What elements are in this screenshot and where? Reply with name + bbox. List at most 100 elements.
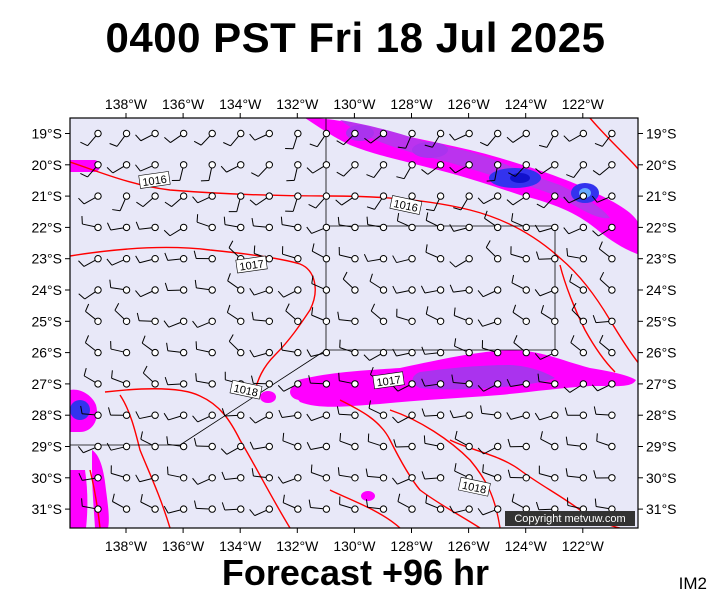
wind-barb [280, 216, 302, 232]
wind-barb [193, 438, 216, 451]
isobar-label: 1017 [372, 371, 405, 389]
lat-label-left: 31°S [31, 501, 62, 517]
lon-label-bottom: 126°W [448, 538, 491, 554]
latitude-labels-left: 19°S 20°S 21°S 22°S 23°S 24°S 25°S 26°S 27°S 28°S… [31, 126, 62, 518]
lon-label-top: 130°W [333, 96, 376, 112]
lon-label-bottom: 132°W [276, 538, 319, 554]
wind-barb [306, 223, 331, 234]
wind-barb [563, 380, 588, 393]
wind-barb [311, 307, 331, 325]
wind-barb [421, 378, 445, 388]
lon-label-bottom: 138°W [105, 538, 148, 554]
wind-barb [425, 306, 445, 325]
wind-barb [392, 285, 416, 294]
wind-barb [163, 223, 188, 237]
wind-barb [282, 246, 302, 263]
wind-barb [512, 304, 530, 325]
wind-barb [308, 499, 331, 513]
wind-barb [249, 192, 273, 206]
lat-label-left: 26°S [31, 345, 62, 361]
wind-barb [227, 273, 245, 294]
wind-barb [534, 411, 559, 421]
wind-barb [136, 192, 159, 208]
wind-barb [308, 192, 331, 209]
wind-barb [423, 435, 445, 451]
wind-barb [507, 438, 530, 451]
wind-barb [112, 192, 131, 212]
wind-barb [563, 192, 588, 204]
wind-barb [599, 334, 616, 357]
wind-barb [538, 465, 559, 482]
wind-barb [598, 241, 616, 263]
wind-barb [365, 499, 388, 513]
lat-label-left: 27°S [31, 376, 62, 392]
wind-barb [164, 252, 188, 263]
wind-barb [77, 442, 102, 454]
lon-label-top: 138°W [105, 96, 148, 112]
wind-barb [539, 129, 559, 148]
wind-barb [392, 255, 416, 264]
wind-barb [477, 317, 502, 327]
wind-barb [310, 464, 331, 482]
wind-barbs [77, 129, 616, 517]
wind-barb [306, 411, 331, 422]
lon-label-bottom: 128°W [390, 538, 433, 554]
wind-barb [571, 302, 588, 325]
wind-barb [540, 305, 559, 325]
wind-barb [195, 341, 216, 357]
wind-barb [451, 374, 473, 388]
wind-barb [114, 303, 131, 325]
wind-barb [392, 411, 416, 424]
wind-barb [534, 348, 559, 360]
wind-barb [480, 405, 502, 419]
lat-label-right: 23°S [646, 251, 677, 267]
wind-barb [592, 161, 616, 176]
wind-barb [366, 161, 388, 179]
lat-label-left: 19°S [31, 126, 62, 142]
lat-label-left: 30°S [31, 470, 62, 486]
wind-barb [109, 279, 131, 294]
wind-barb [135, 161, 159, 172]
wind-barb [338, 246, 359, 263]
isobars [70, 118, 638, 528]
wind-barb [136, 312, 159, 325]
lon-label-top: 134°W [219, 96, 262, 112]
wind-barb [249, 411, 273, 424]
wind-barb [250, 375, 273, 388]
wind-barb [481, 340, 502, 357]
wind-barb [449, 161, 473, 174]
wind-barb [282, 432, 302, 451]
wind-barb [339, 496, 359, 513]
lon-label-bottom: 130°W [333, 538, 376, 554]
isobar-value: 1017 [239, 258, 265, 273]
map-title: 0400 PST Fri 18 Jul 2025 [105, 14, 606, 61]
wind-barb [365, 468, 388, 482]
wind-barb [506, 129, 530, 143]
wind-barb [81, 216, 102, 232]
wind-barb [221, 502, 245, 513]
wind-barb [511, 213, 530, 232]
wind-barb [251, 161, 273, 177]
wind-barb [392, 474, 416, 485]
wind-barb [393, 439, 416, 451]
wind-barb [339, 339, 359, 357]
wind-barb [534, 286, 559, 297]
wind-barb [396, 161, 416, 180]
wind-barb [599, 271, 616, 294]
wind-barb [421, 471, 445, 482]
wind-barb [166, 436, 188, 451]
wind-barb [135, 129, 159, 142]
wind-barb [308, 375, 331, 388]
wind-barb [535, 501, 559, 513]
wind-barb [108, 407, 131, 419]
wind-barb [78, 192, 102, 205]
wind-barb [249, 441, 273, 451]
wind-barb [306, 442, 331, 451]
wind-barb [249, 129, 273, 141]
wind-barb [449, 129, 473, 141]
wind-barb [140, 494, 159, 513]
copyright-badge: Copyright metvuw.com [505, 511, 635, 526]
wind-barb [534, 223, 559, 233]
isobar-label: 1016 [389, 195, 423, 215]
wind-barb [196, 214, 216, 232]
